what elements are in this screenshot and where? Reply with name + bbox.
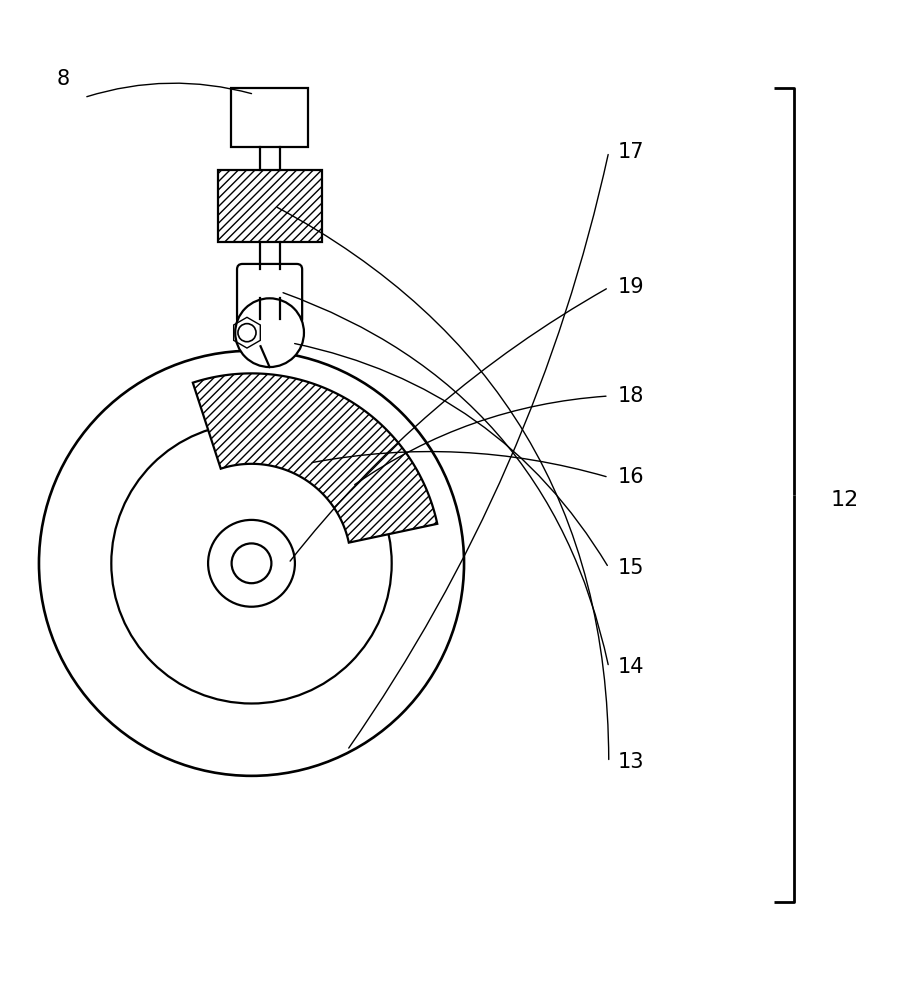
Text: 16: 16 [618, 467, 644, 487]
Polygon shape [217, 170, 321, 242]
Circle shape [208, 520, 295, 607]
Text: 13: 13 [618, 752, 644, 772]
FancyBboxPatch shape [237, 264, 302, 325]
Text: 8: 8 [57, 69, 70, 89]
Text: 15: 15 [618, 558, 644, 578]
Polygon shape [193, 373, 438, 543]
Text: 12: 12 [830, 490, 859, 510]
Polygon shape [231, 88, 308, 147]
Circle shape [111, 423, 391, 704]
Circle shape [235, 298, 304, 367]
Circle shape [238, 324, 256, 342]
Text: 17: 17 [618, 142, 644, 162]
Text: 14: 14 [618, 657, 644, 677]
Text: 18: 18 [618, 386, 644, 406]
Text: 19: 19 [618, 277, 644, 297]
Circle shape [39, 351, 464, 776]
Circle shape [232, 543, 271, 583]
